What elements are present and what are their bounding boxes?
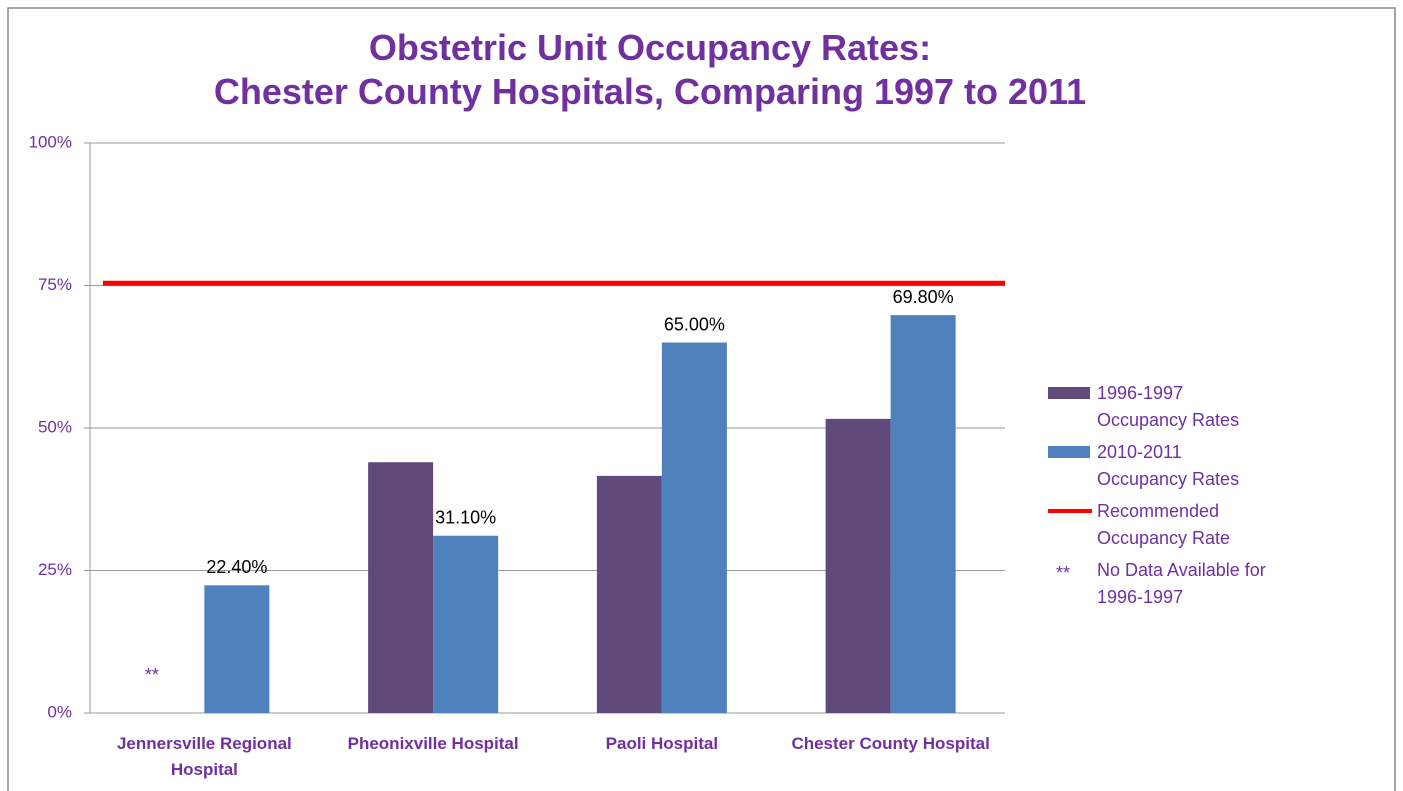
y-tick-label: 0% bbox=[47, 702, 72, 721]
x-tick-label: Pheonixville Hospital bbox=[347, 734, 519, 753]
y-tick-label: 50% bbox=[38, 417, 72, 436]
bar bbox=[433, 535, 499, 713]
x-tick-label: Jennersville Regional Hospital bbox=[116, 734, 292, 779]
legend-label: 2010-2011 Occupancy Rates bbox=[1097, 442, 1240, 489]
y-tick-label: 100% bbox=[29, 132, 72, 151]
legend-label: No Data Available for 1996-1997 bbox=[1097, 560, 1266, 607]
bar bbox=[204, 585, 270, 713]
x-tick-label: Chester County Hospital bbox=[791, 734, 990, 753]
legend-swatch bbox=[1048, 446, 1090, 458]
bar bbox=[890, 315, 956, 713]
value-label: 69.80% bbox=[893, 287, 954, 307]
value-label: 22.40% bbox=[206, 557, 267, 577]
legend-symbol: ** bbox=[1056, 563, 1070, 583]
bar bbox=[368, 462, 434, 713]
value-label: 65.00% bbox=[664, 314, 725, 334]
frame bbox=[7, 7, 1396, 791]
legend-swatch bbox=[1048, 387, 1090, 399]
legend-label: Recommended Occupancy Rate bbox=[1097, 501, 1231, 548]
bar bbox=[825, 418, 891, 713]
bar bbox=[596, 475, 662, 713]
y-tick-label: 75% bbox=[38, 275, 72, 294]
no-data-marker: ** bbox=[145, 665, 159, 685]
legend-label: 1996-1997 Occupancy Rates bbox=[1097, 383, 1240, 430]
y-tick-label: 25% bbox=[38, 560, 72, 579]
value-label: 31.10% bbox=[435, 507, 496, 527]
x-tick-label: Paoli Hospital bbox=[605, 734, 719, 753]
chart-title: Obstetric Unit Occupancy Rates: Chester … bbox=[213, 27, 1087, 112]
bar bbox=[661, 342, 727, 713]
